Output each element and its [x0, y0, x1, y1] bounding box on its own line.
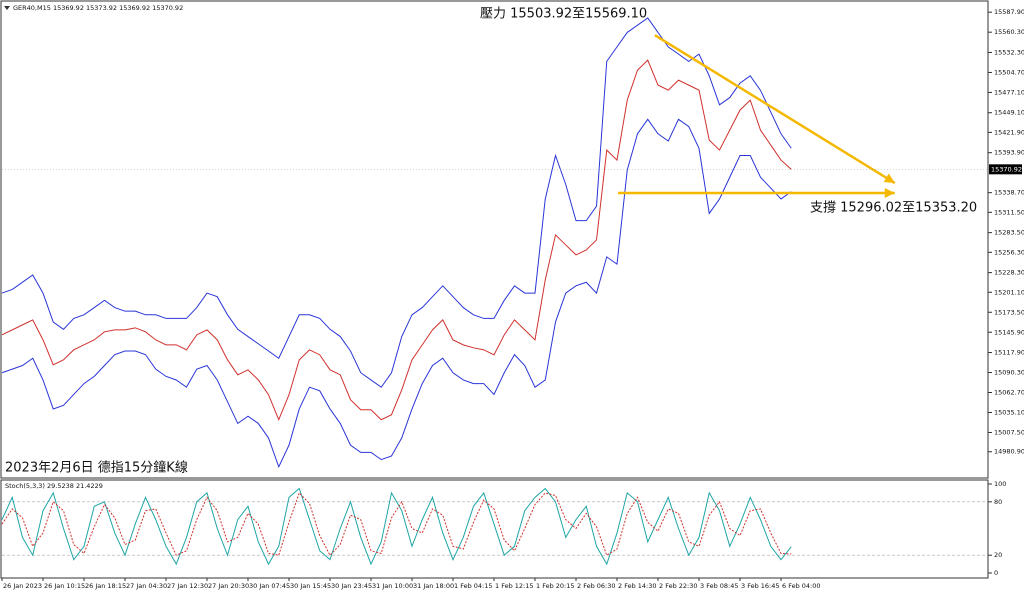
series-line — [1, 118, 792, 469]
x-tick-label: 3 Feb 16:45 — [741, 582, 780, 590]
date-annotation: 2023年2月6日 德指15分鐘K線 — [5, 460, 188, 476]
x-tick-label: 27 Jan 04:30 — [126, 582, 167, 590]
y-tick-label: 15283.50 — [994, 229, 1024, 237]
y-tick-label: 15256.30 — [994, 248, 1024, 256]
y-tick-label: 15201.10 — [994, 288, 1024, 296]
menu-arrow — [4, 6, 10, 10]
y-tick-label: 15062.70 — [994, 388, 1024, 396]
x-tick-label: 1 Feb 20:15 — [536, 582, 575, 590]
y-tick-label: 15007.50 — [994, 428, 1024, 436]
x-tick-label: 26 Jan 10:15 — [44, 582, 85, 590]
y-tick-label: 15117.90 — [994, 349, 1024, 357]
series-line — [1, 59, 792, 422]
x-tick-label: 1 Feb 12:15 — [495, 582, 534, 590]
y-tick-label: 15477.10 — [994, 88, 1024, 96]
y-tick-label: 15090.30 — [994, 369, 1024, 377]
x-tick-label: 30 Jan 23:45 — [331, 582, 372, 590]
y-tick-label: 15228.30 — [994, 269, 1024, 277]
current-price-box — [989, 164, 1022, 175]
x-tick-label: 6 Feb 04:00 — [782, 582, 821, 590]
x-tick-label: 2 Feb 14:30 — [618, 582, 657, 590]
y-tick-label: 15504.70 — [994, 68, 1024, 76]
x-tick-label: 27 Jan 20:30 — [208, 582, 249, 590]
y-tick-label: 15145.90 — [994, 328, 1024, 336]
x-tick-label: 1 Feb 04:15 — [454, 582, 493, 590]
y-tick-label: 15173.50 — [994, 308, 1024, 316]
y-tick-label: 15421.90 — [994, 128, 1024, 136]
x-tick-label: 2 Feb 22:30 — [659, 582, 698, 590]
x-tick-label: 3 Feb 08:45 — [700, 582, 739, 590]
trendline — [654, 34, 896, 185]
y-tick-label: 15587.90 — [994, 8, 1024, 16]
x-tick-label: 30 Jan 15:45 — [290, 582, 331, 590]
x-tick-label: 27 Jan 12:30 — [167, 582, 208, 590]
y-tick-label: 0 — [994, 569, 998, 577]
y-tick-label: 15311.50 — [994, 208, 1024, 216]
y-tick-label: 100 — [994, 480, 1006, 488]
current-price-label: 15370.92 — [991, 165, 1022, 173]
y-tick-label: 15393.90 — [994, 149, 1024, 157]
series-line — [1, 487, 792, 566]
y-tick-label: 20 — [994, 551, 1002, 559]
x-tick-label: 30 Jan 07:45 — [249, 582, 290, 590]
y-tick-label: 15449.10 — [994, 109, 1024, 117]
y-tick-label: 15338.70 — [994, 189, 1024, 197]
stoch-title: Stoch(5,3,3) 29.5238 21.4229 — [5, 482, 103, 490]
x-tick-label: 26 Jan 2023 — [3, 582, 42, 590]
y-tick-label: 15560.30 — [994, 28, 1024, 36]
x-tick-label: 31 Jan 10:00 — [372, 582, 413, 590]
y-tick-label: 14980.90 — [994, 448, 1024, 456]
x-tick-label: 31 Jan 18:00 — [413, 582, 454, 590]
y-tick-label: 15035.10 — [994, 408, 1024, 416]
resistance-annotation: 壓力 15503.92至15569.10 — [480, 7, 647, 22]
series-line — [1, 17, 792, 388]
support-annotation: 支撐 15296.02至15353.20 — [810, 201, 977, 216]
x-tick-label: 2 Feb 06:30 — [577, 582, 616, 590]
trendline-arrow — [883, 173, 895, 184]
chart-title: GER40,M15 15369.92 15373.92 15369.92 153… — [13, 4, 183, 12]
y-tick-label: 15532.30 — [994, 48, 1024, 56]
y-tick-label: 80 — [994, 498, 1002, 506]
main-panel — [0, 0, 989, 479]
trendline-arrow — [884, 188, 895, 199]
x-tick-label: 26 Jan 18:15 — [85, 582, 126, 590]
